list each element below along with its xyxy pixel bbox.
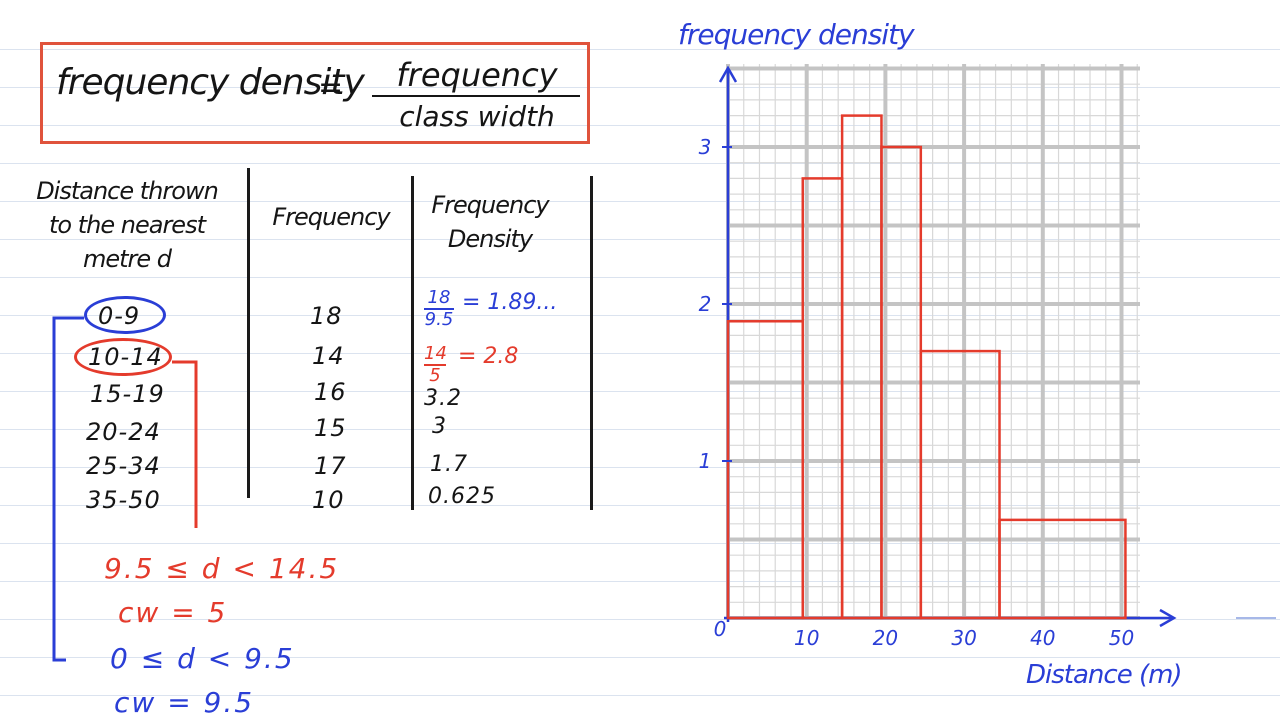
x-tick-label-40: 40 bbox=[1030, 626, 1055, 650]
table-divider-3 bbox=[590, 176, 593, 510]
y-tick-label-1: 1 bbox=[699, 449, 712, 473]
y-tick-label-2: 2 bbox=[699, 292, 712, 316]
red-class-width-note: cw = 5 bbox=[118, 596, 228, 629]
density-row-3: 3.2 bbox=[424, 386, 462, 411]
table-divider-2 bbox=[411, 176, 414, 510]
density-row-5: 1.7 bbox=[430, 452, 468, 477]
density-numerator-row-2: 14 bbox=[424, 343, 447, 364]
x-tick-label-30: 30 bbox=[951, 626, 976, 650]
red-circle-10-14 bbox=[74, 338, 172, 376]
blue-bracket bbox=[52, 316, 84, 662]
red-bracket bbox=[172, 360, 198, 528]
header-frequency: Frequency bbox=[272, 203, 390, 231]
blue-circle-0-9 bbox=[84, 296, 166, 334]
frequency-row-4: 15 bbox=[314, 414, 347, 442]
formula-denominator: class width bbox=[399, 100, 555, 133]
x-tick-label-10: 10 bbox=[794, 626, 819, 650]
histogram-bar-6 bbox=[998, 518, 1127, 620]
blue-boundary-note: 0 ≤ d < 9.5 bbox=[110, 642, 295, 675]
density-denominator-row-2: 5 bbox=[429, 365, 441, 386]
red-boundary-note: 9.5 ≤ d < 14.5 bbox=[104, 552, 340, 585]
frequency-row-3: 16 bbox=[314, 378, 347, 406]
density-denominator-row-1: 9.5 bbox=[424, 309, 454, 330]
distance-row-4: 20-24 bbox=[86, 418, 161, 446]
origin-label: 0 bbox=[714, 617, 727, 641]
header-distance-line-1: Distance thrown bbox=[36, 177, 219, 205]
distance-row-1: 0-9 bbox=[98, 302, 141, 330]
frequency-row-2: 14 bbox=[312, 342, 345, 370]
density-result-row-2: = 2.8 bbox=[458, 344, 519, 369]
formula-box bbox=[40, 42, 590, 144]
density-fraction-bar-row-1 bbox=[424, 308, 454, 310]
header-density-line-2: Density bbox=[447, 225, 533, 253]
distance-row-5: 25-34 bbox=[86, 452, 161, 480]
bracket-connectors bbox=[52, 316, 198, 662]
y-axis-arrow bbox=[718, 65, 738, 83]
frequency-row-5: 17 bbox=[314, 452, 347, 480]
header-density-line-1: Frequency bbox=[431, 191, 549, 219]
density-fraction-row-1: 18 9.5 bbox=[424, 288, 454, 330]
distance-row-3: 15-19 bbox=[90, 380, 165, 408]
blue-class-width-note: cw = 9.5 bbox=[114, 686, 255, 719]
formula-equals: = bbox=[318, 70, 344, 105]
header-distance: Distance thrown to the nearest metre d bbox=[14, 174, 240, 276]
histogram-bar-5 bbox=[919, 349, 1001, 620]
density-result-row-1: = 1.89... bbox=[462, 290, 558, 315]
y-tick-label-3: 3 bbox=[699, 135, 712, 159]
distance-row-2: 10-14 bbox=[88, 343, 163, 371]
formula-lhs: frequency density bbox=[56, 62, 365, 103]
distance-row-6: 35-50 bbox=[86, 486, 161, 514]
formula-numerator: frequency bbox=[396, 56, 558, 94]
density-row-4: 3 bbox=[432, 414, 447, 439]
chart-y-axis-label: frequency density bbox=[678, 18, 915, 51]
x-tick-label-50: 50 bbox=[1109, 626, 1134, 650]
x-axis-arrow bbox=[1159, 608, 1177, 628]
density-fraction-row-2: 14 5 bbox=[424, 343, 447, 386]
table-divider-1 bbox=[247, 168, 250, 498]
density-row-6: 0.625 bbox=[428, 484, 496, 509]
frequency-row-1: 18 bbox=[310, 302, 343, 330]
chart-x-axis-label: Distance (m) bbox=[1026, 660, 1183, 690]
density-fraction-bar-row-2 bbox=[424, 364, 446, 366]
header-distance-line-2: to the nearest bbox=[49, 211, 206, 239]
density-numerator-row-1: 18 bbox=[427, 287, 451, 308]
formula-fraction-bar bbox=[372, 95, 580, 97]
frequency-row-6: 10 bbox=[312, 486, 345, 514]
x-tick-label-20: 20 bbox=[873, 626, 898, 650]
header-distance-line-3: metre d bbox=[82, 245, 172, 273]
header-frequency-density: Frequency Density bbox=[420, 188, 560, 256]
